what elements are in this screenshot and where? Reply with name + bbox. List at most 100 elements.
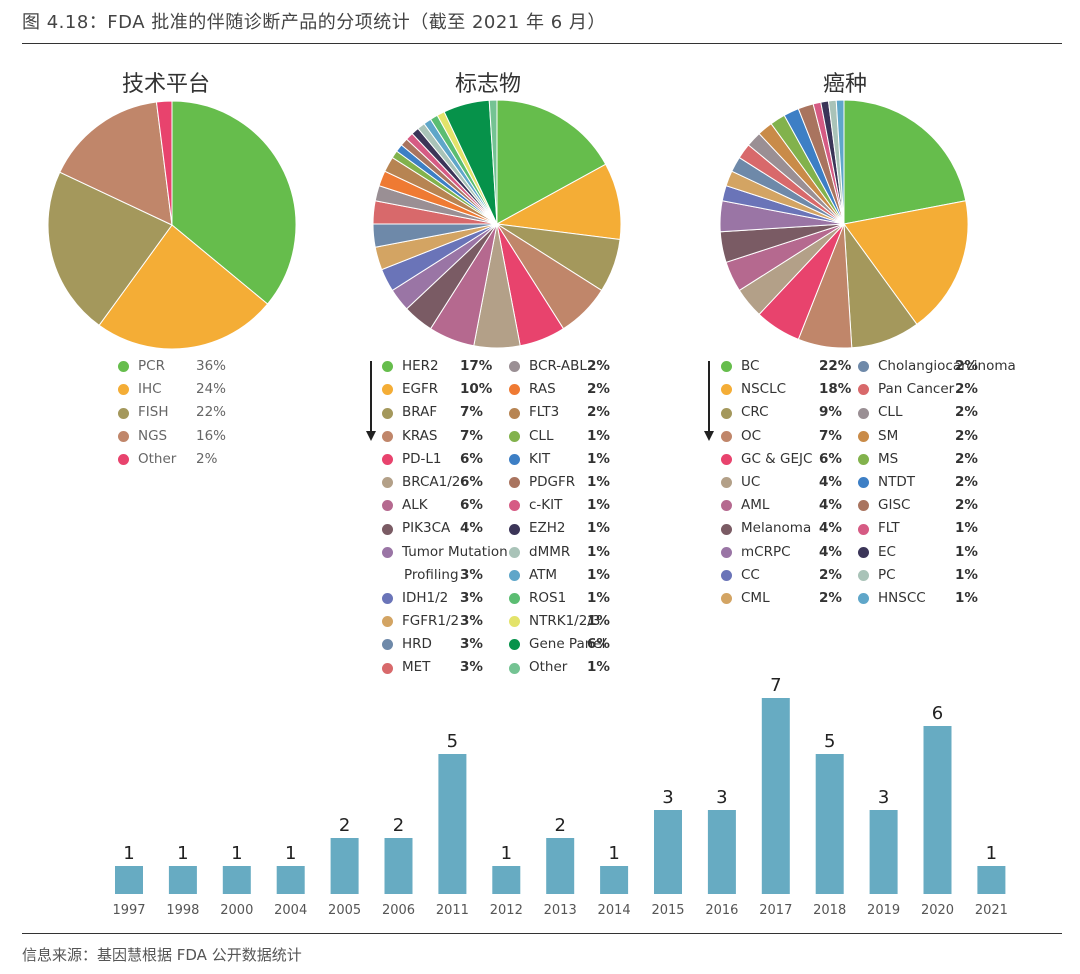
pie-chart-cancer <box>719 99 969 349</box>
legend-value: 7% <box>819 427 842 444</box>
legend-value: 24% <box>196 381 227 398</box>
pie-title-platform: 技术平台 <box>121 72 210 97</box>
bar-value-label-2005: 2 <box>339 815 350 836</box>
legend-swatch <box>382 593 393 605</box>
legend-item: PDGFR 1% <box>509 471 629 494</box>
legend-label: BCR-ABL <box>529 358 587 374</box>
legend-item: Melanoma 4% <box>721 517 856 540</box>
legend-swatch <box>721 500 732 512</box>
legend-value: 3% <box>460 659 483 676</box>
bar-2015 <box>654 810 682 894</box>
pie-slice-ngs <box>59 101 173 226</box>
legend-item: EGFR 10% <box>382 378 502 401</box>
legend-label: IDH1/2 <box>402 589 449 606</box>
x-tick-label-2020: 2020 <box>921 903 954 918</box>
legend-label: NSCLC <box>741 381 787 398</box>
legend-value: 6% <box>460 497 483 514</box>
bar-value-label-2020: 6 <box>932 703 943 724</box>
legend-label: c-KIT <box>529 497 563 514</box>
legend-swatch <box>509 569 520 581</box>
bar-2017 <box>761 698 790 894</box>
legend-label: PD-L1 <box>402 450 442 467</box>
legend-swatch <box>721 430 732 442</box>
legend-item: SM 2% <box>858 425 1038 448</box>
legend-label: HNSCC <box>878 589 926 606</box>
legend-value: 18% <box>819 381 852 398</box>
legend-item: IHC 24% <box>118 378 248 401</box>
legend-biomarker-col2: BCR-ABL 2% RAS 2% FLT3 2% CLL 1% KIT 1% PDGFR 1% c-K… <box>509 355 629 680</box>
legend-item: Other 1% <box>509 656 629 679</box>
legend-value: 16% <box>196 427 227 444</box>
legend-label: PCR <box>138 358 165 374</box>
bar-1998 <box>168 866 197 894</box>
bottom-rule <box>22 933 1062 934</box>
bar-value-label-2004: 1 <box>285 843 296 864</box>
legend-item: PCR 36% <box>118 355 248 378</box>
legend-value: 3% <box>460 566 483 583</box>
legend-label: ATM <box>529 566 558 583</box>
x-tick-label-2014: 2014 <box>598 903 631 918</box>
legend-swatch <box>721 593 732 605</box>
bar-2012 <box>492 866 521 894</box>
bar-2005 <box>330 838 359 894</box>
legend-value: 3% <box>460 589 483 606</box>
legend-swatch <box>382 639 393 651</box>
legend-item: HNSCC 1% <box>858 587 1038 610</box>
x-tick-label-2013: 2013 <box>544 903 577 918</box>
legend-swatch <box>509 662 520 674</box>
bar-2019 <box>869 810 898 894</box>
legend-value: 4% <box>819 520 842 537</box>
legend-swatch <box>382 500 393 512</box>
legend-swatch <box>721 384 732 396</box>
legend-platform: PCR 36% IHC 24% FISH 22% NGS 16% Other 2% <box>118 355 248 471</box>
bar-value-label-2019: 3 <box>878 787 889 808</box>
legend-swatch <box>721 361 732 373</box>
bar-value-label-2013: 2 <box>554 815 565 836</box>
legend-label: FLT3 <box>529 404 560 421</box>
legend-value: 2% <box>196 450 218 467</box>
legend-swatch <box>858 500 869 512</box>
bar-2004 <box>276 866 305 894</box>
legend-swatch <box>858 384 869 396</box>
x-tick-label-2006: 2006 <box>382 903 415 918</box>
legend-value: 2% <box>587 358 610 374</box>
pie-slice-ihc <box>98 224 269 350</box>
x-tick-label-2005: 2005 <box>328 903 361 918</box>
legend-swatch <box>858 593 869 605</box>
x-tick-label-2021: 2021 <box>975 903 1008 918</box>
legend-label: GC & GEJC <box>741 450 813 467</box>
x-tick-label-2019: 2019 <box>867 903 900 918</box>
legend-label: KRAS <box>402 427 438 444</box>
legend-value: 1% <box>955 543 978 560</box>
legend-cancer-col1: BC 22% NSCLC 18% CRC 9% OC 7% GC & GEJC 6% UC 4% AML… <box>721 355 856 610</box>
legend-label: HER2 <box>402 358 439 374</box>
legend-swatch <box>858 569 869 581</box>
legend-item: CC 2% <box>721 564 856 587</box>
legend-item: HER2 17% <box>382 355 502 378</box>
bar-value-label-2000: 1 <box>231 843 242 864</box>
x-tick-label-1997: 1997 <box>112 903 145 918</box>
legend-swatch <box>858 477 869 489</box>
x-tick-label-2004: 2004 <box>274 903 307 918</box>
bar-2016 <box>707 810 736 894</box>
legend-label: CML <box>741 589 770 606</box>
legend-item: Pan Cancer 2% <box>858 378 1038 401</box>
pie-slice-nsclc <box>843 200 969 326</box>
legend-label: Other <box>138 450 177 467</box>
legend-value: 2% <box>819 566 842 583</box>
legend-label: Cholangiocarcinoma <box>878 358 1016 374</box>
legend-biomarker-col1: HER2 17% EGFR 10% BRAF 7% KRAS 7% PD-L1 6% BRCA1/2… <box>382 355 508 680</box>
legend-item: BCR-ABL 2% <box>509 355 629 378</box>
legend-swatch <box>858 546 869 558</box>
bar-series: 1 1997 1 1998 1 2000 1 2004 2 2005 2 2006 5 2011 1 2012… <box>112 675 1007 918</box>
legend-label: PC <box>878 566 896 583</box>
legend-label: FGFR1/2 <box>402 613 460 630</box>
legend-value: 2% <box>955 497 978 514</box>
legend-value: 1% <box>587 450 610 467</box>
pie-biomarker-slices <box>372 99 622 349</box>
legend-item: FISH 22% <box>118 401 248 424</box>
legend-item: EC 1% <box>858 541 1038 564</box>
legend-value: 2% <box>955 473 978 490</box>
legend-value: 1% <box>587 473 610 490</box>
legend-value: 1% <box>955 520 978 537</box>
